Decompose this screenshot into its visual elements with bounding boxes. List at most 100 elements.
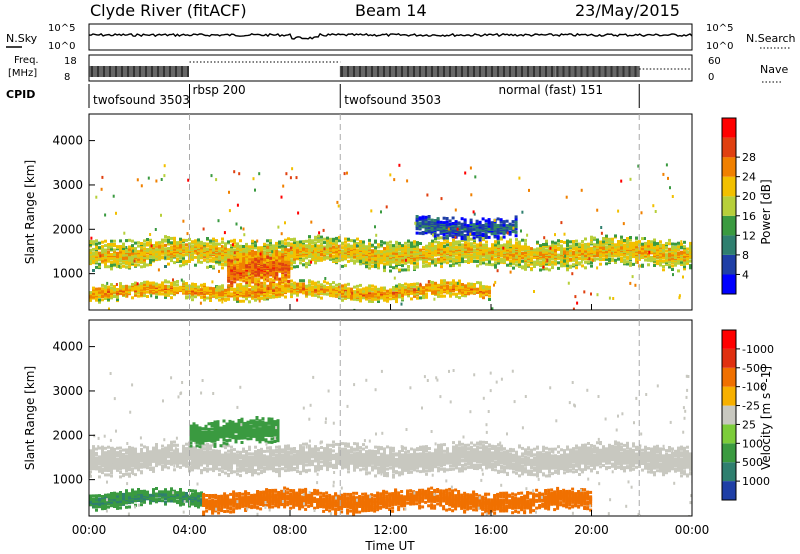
heatmap-cell [392,246,395,250]
heatmap-cell [368,299,371,303]
heatmap-cell [113,243,116,246]
heatmap-cell [596,245,599,249]
heatmap-cell [665,258,668,262]
heatmap-cell [650,245,653,249]
heatmap-cell [584,237,587,241]
heatmap-cell [464,260,467,263]
heatmap-cell [275,250,279,253]
heatmap-cell [515,244,518,248]
heatmap-cell [572,242,575,246]
heatmap-cell [314,235,317,239]
heatmap-cell [665,253,668,257]
heatmap-cell [449,242,452,245]
heatmap-cell [398,294,401,298]
heatmap-cell [674,248,677,252]
heatmap-cell [98,295,101,299]
heatmap-cell [200,254,203,258]
heatmap-cell [128,247,131,251]
heatmap-cell [503,257,506,261]
heatmap-cell [683,267,686,271]
heatmap-cell [323,284,326,288]
heatmap-cell [671,245,674,249]
heatmap-cell [251,285,254,289]
heatmap-cell [377,262,380,265]
heatmap-cell [257,277,261,281]
heatmap-cell [452,292,455,296]
heatmap-cell [146,295,149,298]
heatmap-cell [173,286,176,290]
heatmap-cell [428,262,431,266]
heatmap-cell [251,265,255,268]
heatmap-cell [137,285,140,289]
heatmap-cell [365,288,368,292]
heatmap-cell [488,256,491,260]
heatmap-cell [596,242,599,246]
heatmap-cell [635,260,638,264]
heatmap-cell [158,253,161,257]
heatmap-cell [161,238,164,242]
heatmap-cell [473,241,476,245]
heatmap-cell [170,285,173,289]
heatmap-cell [626,260,629,264]
heatmap-cell [98,251,101,255]
heatmap-cell [266,284,270,288]
heatmap-cell [482,261,485,265]
heatmap-cell [101,295,104,298]
sky-tick-right-top: 10^5 [706,23,733,34]
heatmap-cell [92,259,95,262]
heatmap-cell [413,282,416,286]
heatmap-cell [371,243,374,247]
heatmap-cell [329,285,332,289]
heatmap-cell [221,291,224,294]
heatmap-cell [128,238,131,242]
heatmap-cell [194,255,197,259]
heatmap-cell [281,240,284,244]
heatmap-cell [245,250,248,254]
heatmap-cell [278,292,281,296]
heatmap-cell [248,252,252,255]
heatmap-cell [251,296,254,300]
heatmap-cell [605,239,608,242]
heatmap-cell [92,242,95,246]
heatmap-cell [299,279,302,283]
heatmap-cell [350,259,353,263]
heatmap-cell [416,292,419,296]
heatmap-cell [341,298,344,302]
heatmap-cell [386,249,389,253]
heatmap-cell [233,279,237,283]
heatmap-cell [437,236,440,240]
heatmap-cell [164,249,167,253]
heatmap-cell [602,240,605,244]
heatmap-cell [167,247,170,250]
heatmap-cell [602,258,605,261]
heatmap-cell [344,285,347,289]
heatmap-cell [320,245,323,249]
heatmap-cell [104,284,107,288]
heatmap-cell [620,243,623,247]
heatmap-cell [167,236,170,239]
heatmap-cell [296,248,299,252]
heatmap-cell [329,287,332,291]
heatmap-cell [155,248,158,252]
heatmap-cell [668,247,671,251]
heatmap-cell [584,245,587,249]
heatmap-cell [464,243,467,247]
heatmap-cell [527,259,530,263]
heatmap-cell [341,264,344,268]
heatmap-cell [482,258,485,261]
heatmap-cell [374,285,377,289]
heatmap-cell [95,265,98,269]
heatmap-cell [620,245,623,249]
heatmap-cell [248,257,252,261]
heatmap-cell [374,257,377,261]
heatmap-cell [605,245,608,249]
heatmap-cell [470,253,473,257]
heatmap-cell [362,254,365,258]
heatmap-cell [287,237,290,241]
heatmap-cell [356,298,359,302]
heatmap-cell [353,239,356,243]
heatmap-cell [407,243,410,247]
freq-label-line1: Freq. [14,55,39,66]
heatmap-cell [557,246,560,250]
